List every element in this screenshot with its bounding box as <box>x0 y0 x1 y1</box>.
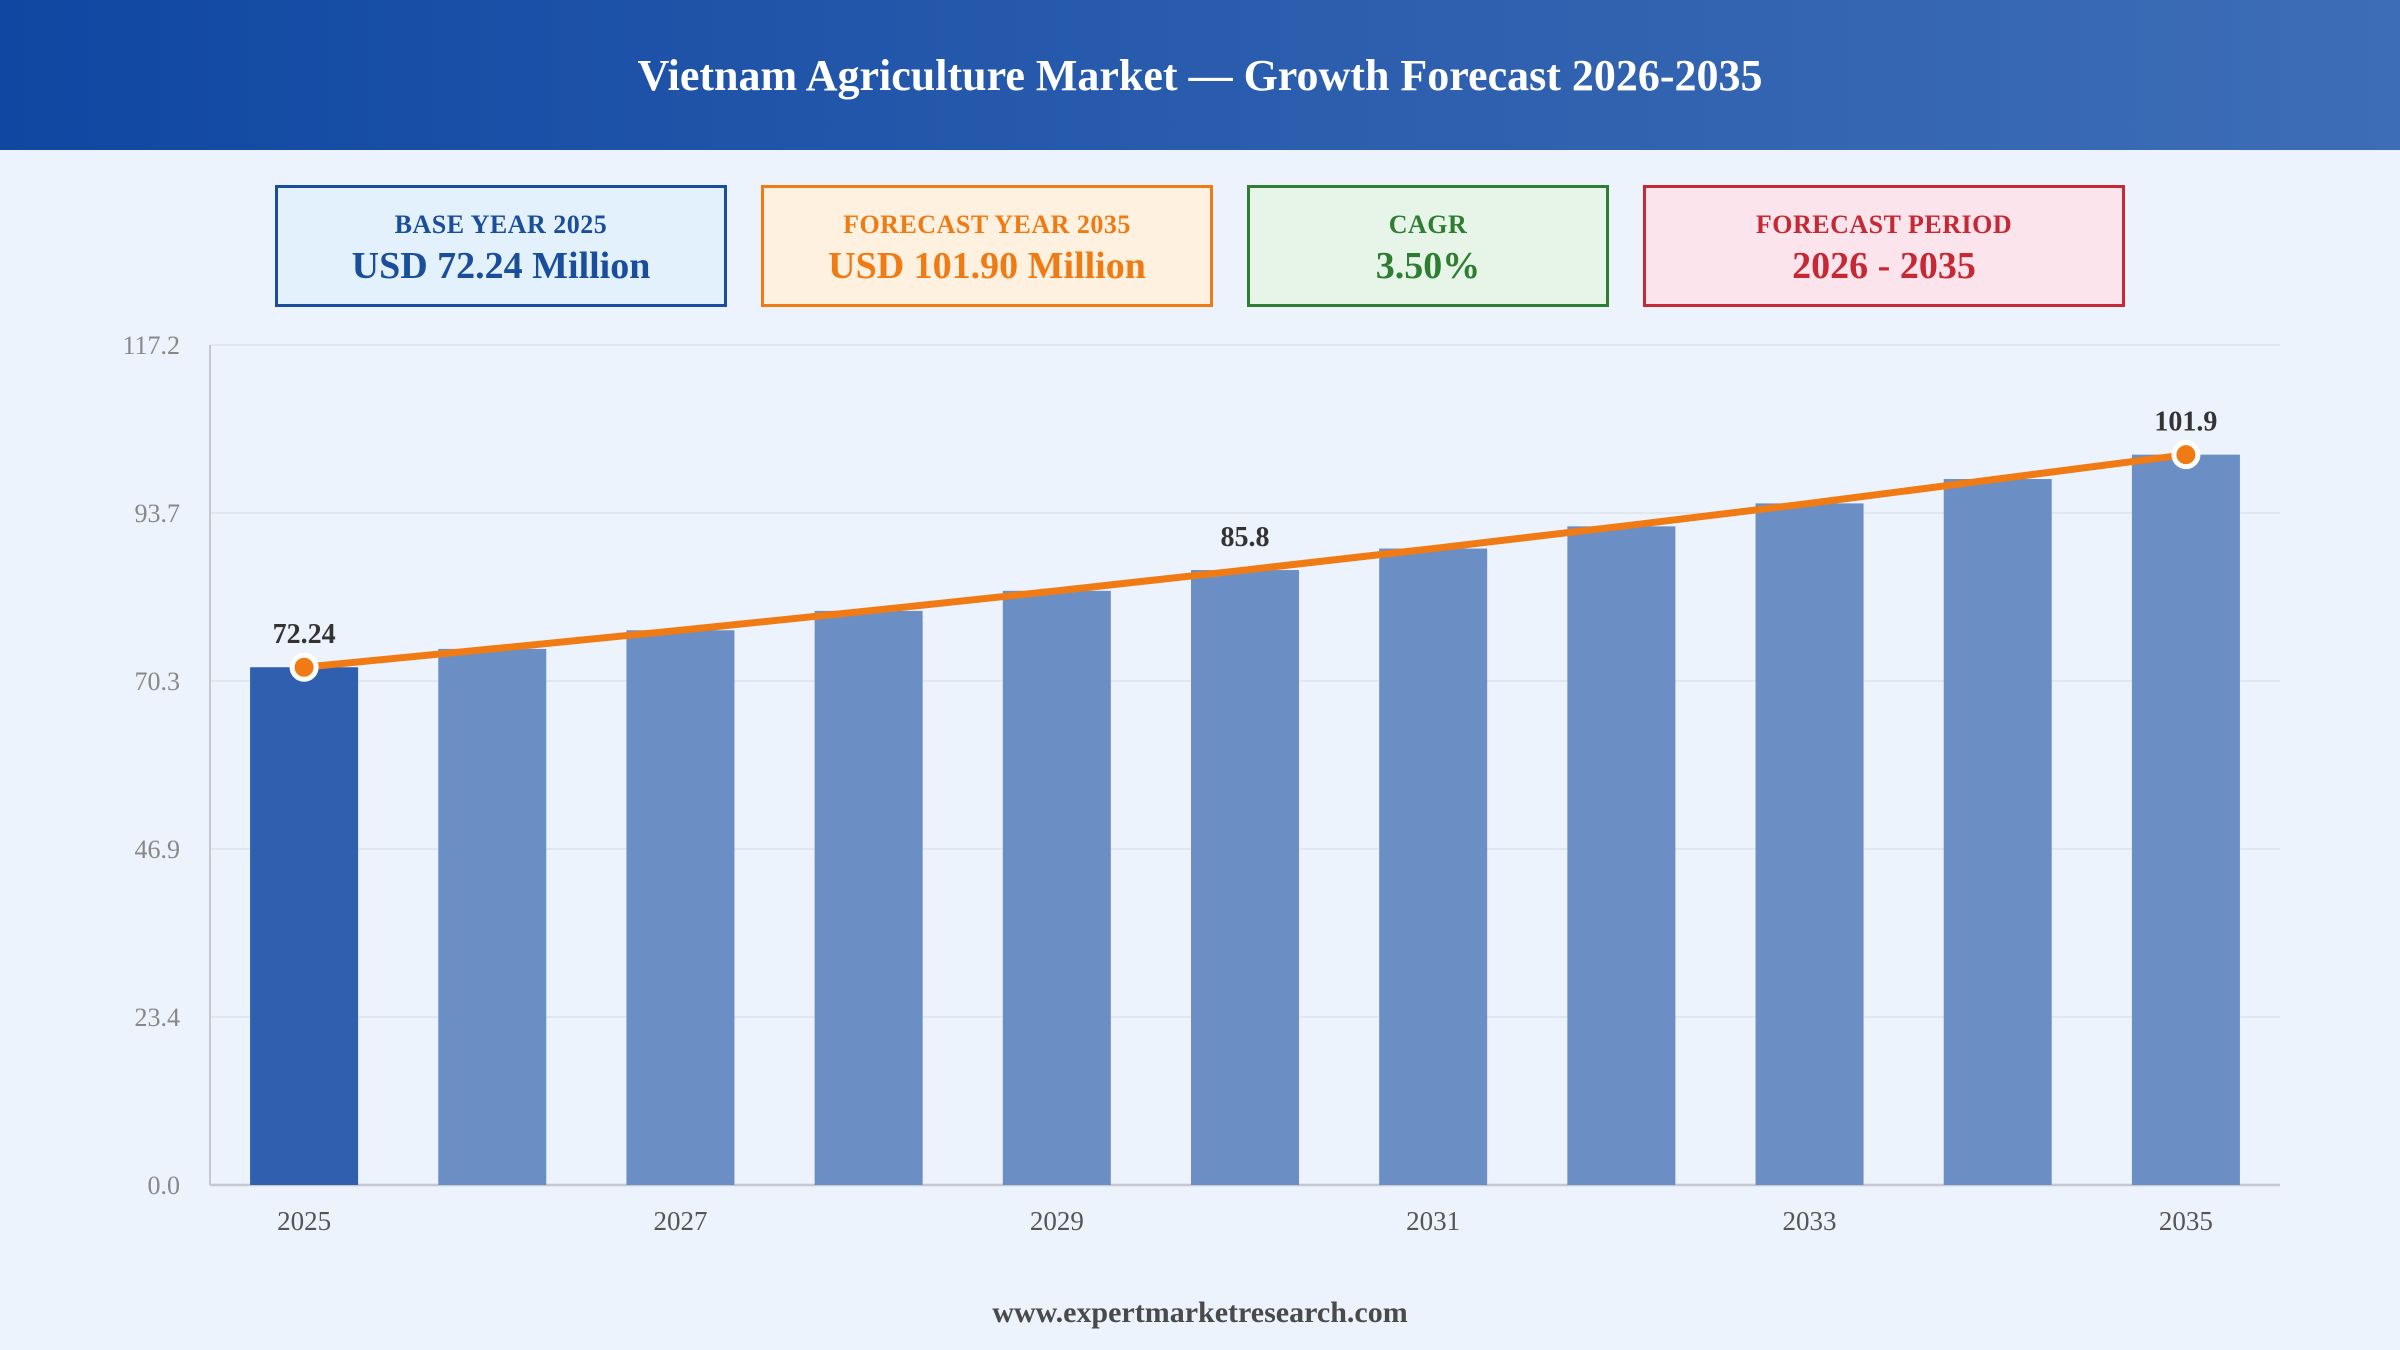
header-banner: Vietnam Agriculture Market — Growth Fore… <box>0 0 2400 150</box>
source-url: www.expertmarketresearch.com <box>992 1296 1408 1329</box>
trend-marker <box>289 652 319 682</box>
kpi-card-cagr: CAGR 3.50% <box>1247 185 1609 307</box>
kpi-label: CAGR <box>1388 210 1468 239</box>
bar-2035 <box>2131 454 2240 1185</box>
kpi-value: 2026 - 2035 <box>1792 245 1976 287</box>
kpi-value: 3.50% <box>1375 245 1481 287</box>
y-tick-label: 117.2 <box>122 331 180 360</box>
bar-2026 <box>438 648 547 1185</box>
y-tick-label: 23.4 <box>135 1003 181 1032</box>
data-label: 72.24 <box>273 619 336 650</box>
bar-2032 <box>1567 526 1676 1185</box>
trend-line <box>300 451 2190 671</box>
bar-2030 <box>1191 570 1299 1185</box>
x-tick-label: 2035 <box>2159 1206 2213 1236</box>
x-tick-label: 2029 <box>1030 1206 1084 1236</box>
kpi-label: FORECAST YEAR 2035 <box>843 210 1131 239</box>
y-tick-label: 70.3 <box>135 667 181 696</box>
data-label: 85.8 <box>1221 522 1270 553</box>
x-tick-label: 2025 <box>277 1206 331 1236</box>
kpi-label: FORECAST PERIOD <box>1755 210 2013 239</box>
x-tick-label: 2031 <box>1406 1206 1460 1236</box>
kpi-card-base-year: BASE YEAR 2025 USD 72.24 Million <box>275 185 727 307</box>
trend-marker <box>2171 440 2201 470</box>
y-tick-label: 46.9 <box>135 835 181 864</box>
bar-2034 <box>1943 479 2052 1185</box>
kpi-card-forecast-period: FORECAST PERIOD 2026 - 2035 <box>1643 185 2125 307</box>
bar-2027 <box>626 630 735 1185</box>
bar-2029 <box>1002 590 1111 1185</box>
bar-2028 <box>814 610 923 1185</box>
y-tick-label: 0.0 <box>148 1171 181 1200</box>
bar-2025 <box>250 667 359 1185</box>
x-tick-label: 2033 <box>1783 1206 1837 1236</box>
kpi-label: BASE YEAR 2025 <box>394 210 608 239</box>
kpi-card-forecast-year: FORECAST YEAR 2035 USD 101.90 Million <box>761 185 1213 307</box>
kpi-value: USD 72.24 Million <box>351 245 651 287</box>
data-label: 101.9 <box>2154 407 2217 438</box>
x-tick-label: 2027 <box>653 1206 707 1236</box>
bar-2031 <box>1379 548 1488 1185</box>
bar-2033 <box>1755 503 1864 1186</box>
kpi-value: USD 101.90 Million <box>828 245 1146 287</box>
y-tick-label: 93.7 <box>135 499 181 528</box>
page-title: Vietnam Agriculture Market — Growth Fore… <box>637 50 1763 100</box>
